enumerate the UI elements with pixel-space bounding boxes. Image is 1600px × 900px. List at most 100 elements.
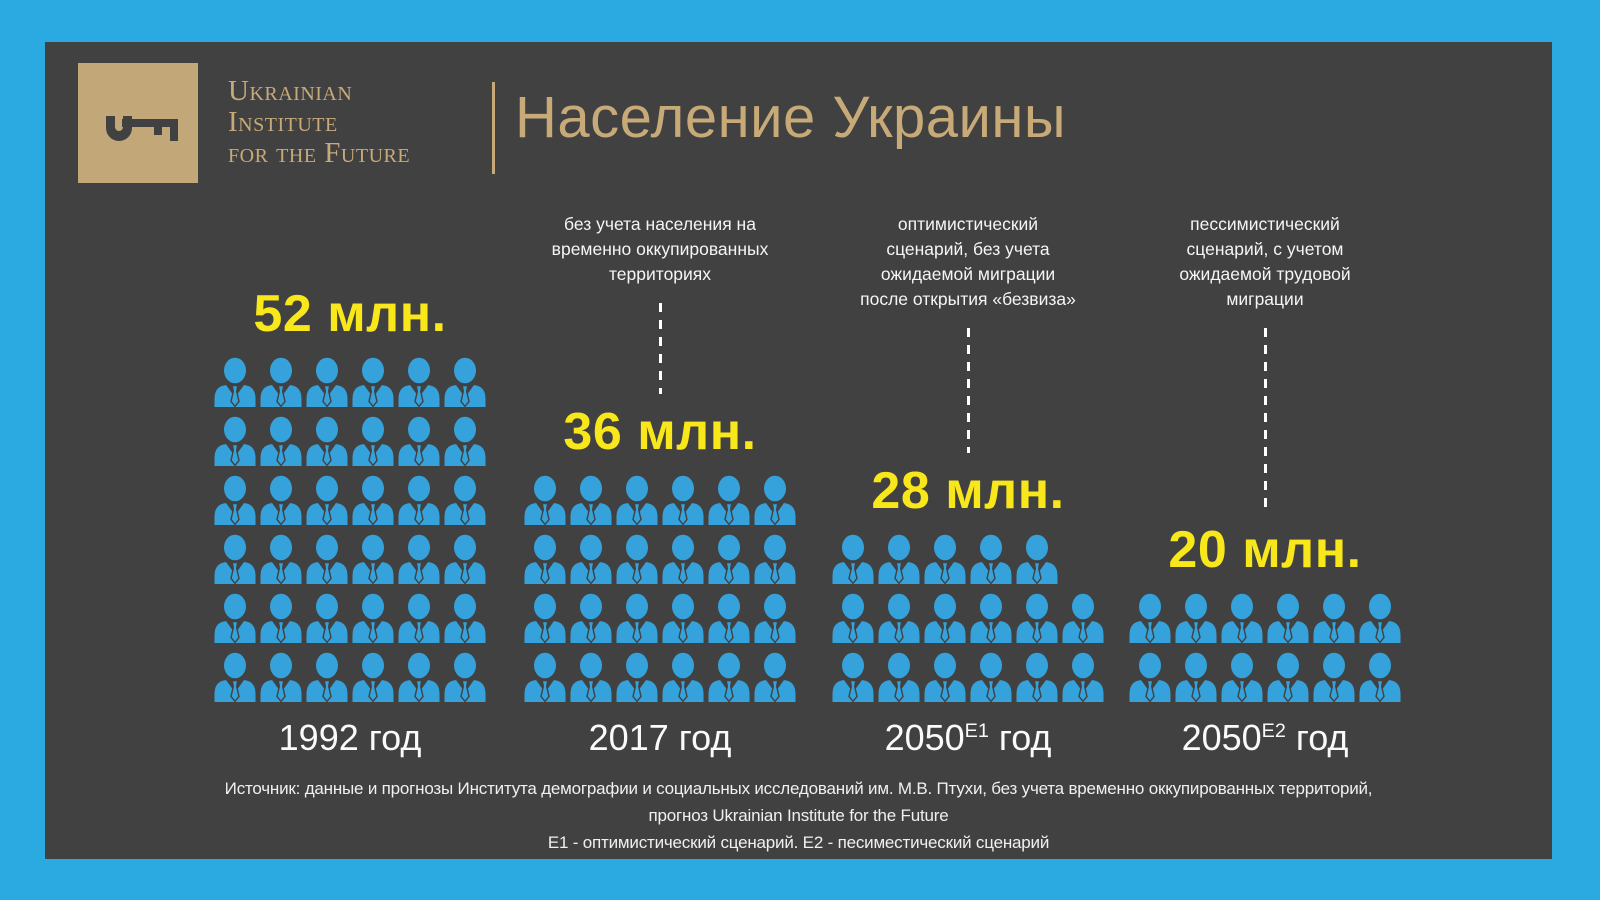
year-number: 2017	[588, 717, 669, 758]
person-icon	[214, 416, 256, 466]
person-icon	[1221, 593, 1263, 643]
person-icon	[214, 534, 256, 584]
person-icon	[662, 652, 704, 702]
person-icon	[1129, 593, 1171, 643]
person-icon	[1359, 652, 1401, 702]
scenario-superscript: Е1	[964, 720, 989, 742]
person-icon-row	[212, 593, 488, 643]
person-icon	[444, 357, 486, 407]
person-icon	[1062, 652, 1104, 702]
person-icon	[352, 652, 394, 702]
year-suffix: год	[358, 717, 422, 758]
source-line: Е1 - оптимистический сценарий. Е2 - песи…	[547, 833, 1050, 852]
person-icon	[524, 534, 566, 584]
person-icon	[398, 357, 440, 407]
uif-logo	[78, 63, 198, 183]
person-icon	[1313, 652, 1355, 702]
person-icon	[352, 357, 394, 407]
person-icon	[306, 416, 348, 466]
person-icon	[754, 593, 796, 643]
population-value: 52 млн.	[253, 285, 447, 343]
person-icon	[398, 534, 440, 584]
person-icon	[570, 475, 612, 525]
person-icon-row	[212, 652, 488, 702]
infographic-panel: Ukrainian Institute for the Future Насел…	[45, 42, 1552, 859]
year-suffix: год	[988, 717, 1052, 758]
person-icon	[352, 416, 394, 466]
person-icon	[878, 593, 920, 643]
person-icon	[754, 475, 796, 525]
person-icon	[398, 593, 440, 643]
person-icon	[832, 652, 874, 702]
person-icon	[754, 652, 796, 702]
person-icon	[524, 593, 566, 643]
connector-dashed-line	[1263, 328, 1267, 512]
person-icon	[832, 534, 874, 584]
person-icon	[352, 475, 394, 525]
page-title: Население Украины	[515, 85, 1067, 150]
person-icon	[352, 593, 394, 643]
connector-dashed-line	[966, 328, 970, 453]
source-line: Источник: данные и прогнозы Института де…	[224, 779, 1373, 798]
person-icon-row	[212, 357, 488, 407]
person-icon-row	[522, 593, 798, 643]
person-icon	[260, 534, 302, 584]
wordmark-line: Ukrainian	[228, 75, 353, 107]
person-icon	[1267, 652, 1309, 702]
person-icon	[260, 593, 302, 643]
population-value: 36 млн.	[563, 403, 757, 461]
person-icon-row	[522, 534, 798, 584]
person-icon	[444, 416, 486, 466]
person-icon	[306, 534, 348, 584]
person-icon-row	[522, 475, 798, 525]
person-icon-grid	[522, 475, 798, 702]
person-icon	[662, 475, 704, 525]
wordmark-line: for the Future	[228, 137, 411, 169]
year-number: 1992	[278, 717, 359, 758]
person-icon-row	[1127, 652, 1403, 702]
person-icon	[832, 593, 874, 643]
person-icon	[1175, 652, 1217, 702]
person-icon	[260, 652, 302, 702]
person-icon	[924, 534, 966, 584]
person-icon	[878, 652, 920, 702]
person-icon	[306, 357, 348, 407]
person-icon	[616, 593, 658, 643]
person-icon	[1016, 652, 1058, 702]
population-value: 20 млн.	[1168, 521, 1362, 579]
person-icon	[662, 593, 704, 643]
person-icon	[214, 475, 256, 525]
connector-area	[1263, 312, 1267, 520]
scenario-superscript: Е2	[1261, 720, 1286, 742]
person-icon	[260, 475, 302, 525]
person-icon-grid	[1127, 593, 1403, 702]
person-icon	[970, 652, 1012, 702]
year-label: 1992 год	[279, 716, 422, 760]
year-number: 2050	[1181, 717, 1262, 758]
person-icon	[1221, 652, 1263, 702]
person-icon	[1313, 593, 1355, 643]
person-icon	[1016, 534, 1058, 584]
scenario-annotation: пессимистический сценарий, с учетом ожид…	[1179, 214, 1351, 309]
source-line: прогноз Ukrainian Institute for the Futu…	[648, 806, 949, 825]
population-group-2050-e1: оптимистический сценарий, без учета ожид…	[813, 212, 1123, 760]
person-icon-grid	[212, 357, 488, 702]
person-icon	[1267, 593, 1309, 643]
person-icon	[398, 475, 440, 525]
year-label: 2017 год	[589, 716, 732, 760]
person-icon	[708, 534, 750, 584]
person-icon	[616, 475, 658, 525]
person-icon	[444, 475, 486, 525]
person-icon	[570, 534, 612, 584]
population-group-2050-e2: пессимистический сценарий, с учетом ожид…	[1110, 212, 1420, 760]
person-icon-row	[830, 534, 1106, 584]
person-icon	[616, 652, 658, 702]
key-icon	[106, 116, 178, 141]
header-divider	[492, 82, 495, 174]
connector-dashed-line	[658, 303, 662, 394]
population-value: 28 млн.	[871, 462, 1065, 520]
person-icon	[524, 652, 566, 702]
person-icon-grid	[830, 534, 1106, 702]
person-icon	[924, 652, 966, 702]
person-icon	[398, 416, 440, 466]
